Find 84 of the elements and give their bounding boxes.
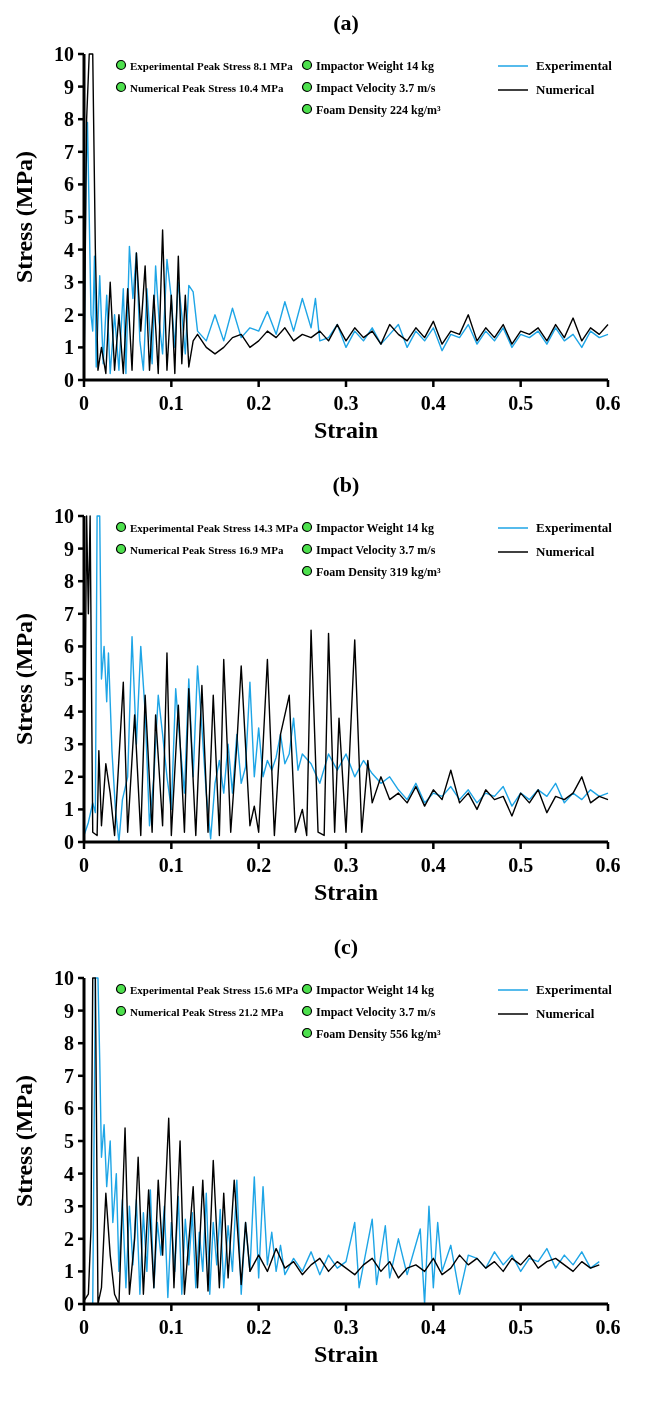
y-tick-label: 5 xyxy=(64,1130,74,1152)
y-tick-label: 1 xyxy=(64,1260,74,1283)
y-tick-label: 7 xyxy=(64,140,74,163)
annotation: Impactor Weight 14 kg xyxy=(316,982,434,997)
chart-title: (b) xyxy=(332,472,360,497)
x-tick-label: 0.4 xyxy=(420,854,446,876)
x-tick-label: 0 xyxy=(79,1316,89,1338)
x-tick-label: 0.6 xyxy=(595,392,621,414)
x-tick-label: 0.4 xyxy=(420,1316,446,1338)
y-tick-label: 4 xyxy=(64,238,74,261)
x-axis-title: Strain xyxy=(313,1341,379,1367)
y-tick-label: 10 xyxy=(54,43,74,65)
y-tick-label: 0 xyxy=(64,1293,74,1315)
x-tick-label: 0.2 xyxy=(246,854,272,876)
annotation: Foam Density 319 kg/m³ xyxy=(316,564,441,579)
legend-label: Numerical xyxy=(536,1006,595,1021)
x-tick-label: 0.1 xyxy=(158,854,184,876)
y-tick-label: 2 xyxy=(64,303,74,326)
x-tick-label: 0.3 xyxy=(333,392,359,414)
annotation: Numerical Peak Stress 10.4 MPa xyxy=(130,81,284,94)
y-tick-label: 5 xyxy=(64,206,74,228)
x-tick-label: 0 xyxy=(79,854,89,876)
x-tick-label: 0.1 xyxy=(158,392,184,414)
annotation: Foam Density 556 kg/m³ xyxy=(316,1026,441,1041)
y-tick-label: 0 xyxy=(64,369,74,391)
y-axis-title: Stress (MPa) xyxy=(11,150,37,284)
y-tick-label: 3 xyxy=(64,733,74,756)
y-tick-label: 3 xyxy=(64,271,74,294)
y-tick-label: 6 xyxy=(64,173,74,196)
annotation: Foam Density 224 kg/m³ xyxy=(316,102,441,117)
x-tick-label: 0.5 xyxy=(508,854,534,876)
x-tick-label: 0.5 xyxy=(508,392,534,414)
annotation: Impactor Weight 14 kg xyxy=(316,520,434,535)
y-tick-label: 1 xyxy=(64,798,74,821)
x-tick-label: 0 xyxy=(79,392,89,414)
y-tick-label: 2 xyxy=(64,765,74,788)
y-tick-label: 10 xyxy=(54,967,74,989)
y-tick-label: 3 xyxy=(64,1195,74,1218)
y-tick-label: 0 xyxy=(64,831,74,853)
y-tick-label: 5 xyxy=(64,668,74,690)
x-tick-label: 0.6 xyxy=(595,1316,621,1338)
y-tick-label: 4 xyxy=(64,700,74,723)
legend-label: Experimental xyxy=(536,58,613,73)
y-tick-label: 9 xyxy=(64,537,74,560)
annotation: Experimental Peak Stress 14.3 MPa xyxy=(130,521,299,534)
y-tick-label: 1 xyxy=(64,336,74,359)
y-tick-label: 6 xyxy=(64,635,74,658)
y-tick-label: 7 xyxy=(64,1064,74,1087)
legend-label: Experimental xyxy=(536,982,613,997)
x-tick-label: 0.5 xyxy=(508,1316,534,1338)
y-tick-label: 8 xyxy=(64,108,74,131)
x-tick-label: 0.4 xyxy=(420,392,446,414)
chart-title: (a) xyxy=(333,10,359,35)
annotation: Numerical Peak Stress 21.2 MPa xyxy=(130,1005,284,1018)
x-tick-label: 0.2 xyxy=(246,1316,272,1338)
y-axis-title: Stress (MPa) xyxy=(11,612,37,746)
x-tick-label: 0.2 xyxy=(246,392,272,414)
annotation: Impact Velocity 3.7 m/s xyxy=(316,542,436,557)
y-tick-label: 10 xyxy=(54,505,74,527)
annotation: Experimental Peak Stress 15.6 MPa xyxy=(130,983,299,996)
annotation: Impactor Weight 14 kg xyxy=(316,58,434,73)
y-tick-label: 8 xyxy=(64,570,74,593)
legend-label: Numerical xyxy=(536,544,595,559)
y-tick-label: 2 xyxy=(64,1227,74,1250)
annotation: Impact Velocity 3.7 m/s xyxy=(316,1004,436,1019)
x-tick-label: 0.3 xyxy=(333,1316,359,1338)
legend-label: Experimental xyxy=(536,520,613,535)
annotation: Impact Velocity 3.7 m/s xyxy=(316,80,436,95)
annotation: Numerical Peak Stress 16.9 MPa xyxy=(130,543,284,556)
y-tick-label: 8 xyxy=(64,1032,74,1055)
x-axis-title: Strain xyxy=(313,417,379,443)
y-axis-title: Stress (MPa) xyxy=(11,1074,37,1208)
y-tick-label: 6 xyxy=(64,1097,74,1120)
y-tick-label: 9 xyxy=(64,75,74,98)
annotation: Experimental Peak Stress 8.1 MPa xyxy=(130,59,294,72)
x-tick-label: 0.3 xyxy=(333,854,359,876)
x-tick-label: 0.6 xyxy=(595,854,621,876)
y-tick-label: 7 xyxy=(64,602,74,625)
y-tick-label: 9 xyxy=(64,999,74,1022)
x-axis-title: Strain xyxy=(313,879,379,905)
y-tick-label: 4 xyxy=(64,1162,74,1185)
legend-label: Numerical xyxy=(536,82,595,97)
chart-title: (c) xyxy=(333,934,359,959)
x-tick-label: 0.1 xyxy=(158,1316,184,1338)
